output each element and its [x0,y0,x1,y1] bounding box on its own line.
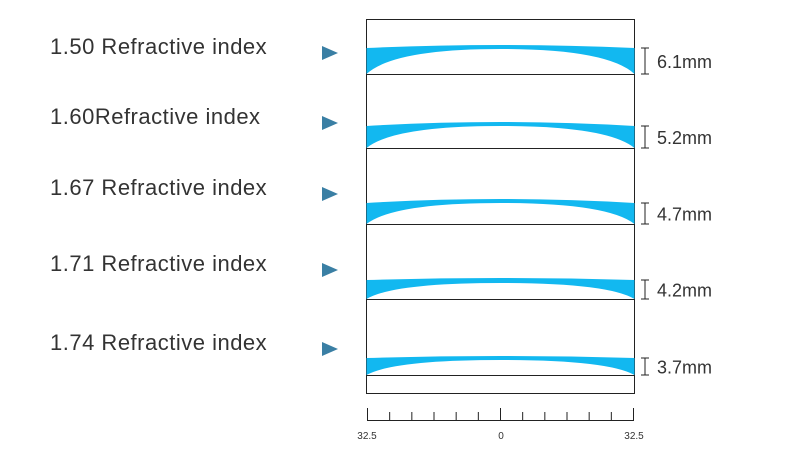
row-label: 1.67 Refractive index [50,175,267,200]
thickness-label: 4.2mm [657,281,712,301]
row-label: 1.60Refractive index [50,104,261,129]
arrow [322,116,338,130]
ruler-label: 32.5 [357,431,377,442]
thickness-label: 6.1mm [657,52,712,72]
bracket [641,47,649,75]
lens [366,199,635,224]
ruler-label: 0 [498,431,504,442]
arrow [322,263,338,277]
arrow [322,342,338,356]
lens [366,278,635,299]
ruler-label: 32.5 [624,431,644,442]
row-label: 1.74 Refractive index [50,330,267,355]
row-label: 1.71 Refractive index [50,251,267,276]
bracket [641,202,649,225]
arrow [322,46,338,60]
thickness-label: 3.7mm [657,358,712,378]
thickness-label: 5.2mm [657,128,712,148]
bracket [641,279,649,300]
arrow [322,187,338,201]
lens [366,356,635,375]
thickness-label: 4.7mm [657,205,712,225]
lens [366,45,635,74]
bracket [641,357,649,376]
lens [366,122,635,148]
bracket [641,125,649,149]
row-label: 1.50 Refractive index [50,34,267,59]
